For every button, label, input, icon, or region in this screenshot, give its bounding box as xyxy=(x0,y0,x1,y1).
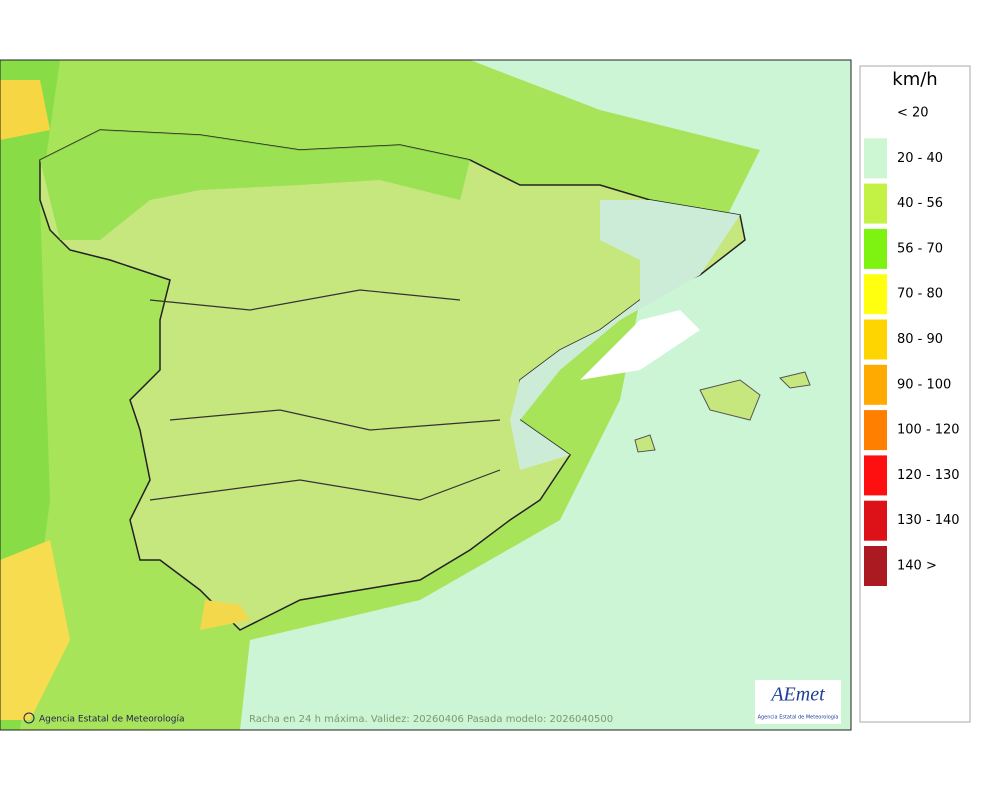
legend-label: 140 > xyxy=(897,559,937,574)
region-border xyxy=(149,289,501,501)
legend-swatch xyxy=(864,319,887,360)
logo-box xyxy=(755,680,841,724)
legend-swatch xyxy=(864,138,887,179)
legend: km/h < 20 20 - 40 40 - 56 56 - 70 70 - 80 80 … xyxy=(859,65,971,723)
legend-swatch xyxy=(864,410,887,451)
legend-label: 56 - 70 xyxy=(897,241,943,256)
legend-label: < 20 xyxy=(897,106,929,121)
map-frame xyxy=(0,59,852,731)
logo-name: AEmet xyxy=(769,684,825,706)
legend-label: 20 - 40 xyxy=(897,151,943,166)
legend-swatch xyxy=(864,455,887,496)
iberia xyxy=(39,129,746,631)
legend-swatch xyxy=(864,183,887,224)
north-zone xyxy=(40,130,470,240)
legend-swatch xyxy=(864,274,887,315)
legend-label: 40 - 56 xyxy=(897,196,943,211)
legend-swatch xyxy=(864,546,887,586)
calm-sea xyxy=(580,310,700,380)
legend-label: 80 - 90 xyxy=(897,332,943,347)
legend-swatch xyxy=(864,500,887,541)
gust-area xyxy=(0,540,70,720)
island xyxy=(779,371,811,389)
legend-title: km/h xyxy=(892,69,937,90)
east-coast xyxy=(510,200,740,470)
gust-area xyxy=(0,80,50,140)
gust-area xyxy=(200,600,250,630)
legend-swatch xyxy=(864,364,887,405)
map: Agencia Estatal de Meteorología Racha en… xyxy=(0,59,852,731)
caption: Racha en 24 h máxima. Validez: 20260406 … xyxy=(249,713,613,725)
copyright-icon xyxy=(23,712,35,724)
sea-calm xyxy=(240,60,851,730)
legend-label: 100 - 120 xyxy=(897,423,960,438)
legend-label: 90 - 100 xyxy=(897,377,951,392)
legend-swatch xyxy=(864,228,887,269)
legend-label: 120 - 130 xyxy=(897,468,960,483)
legend-label: 70 - 80 xyxy=(897,287,943,302)
logo-subtitle: Agencia Estatal de Meteorología xyxy=(758,714,839,721)
island xyxy=(634,434,656,453)
legend-label: 130 - 140 xyxy=(897,513,960,528)
credit: Agencia Estatal de Meteorología xyxy=(39,715,185,725)
island xyxy=(699,379,761,421)
